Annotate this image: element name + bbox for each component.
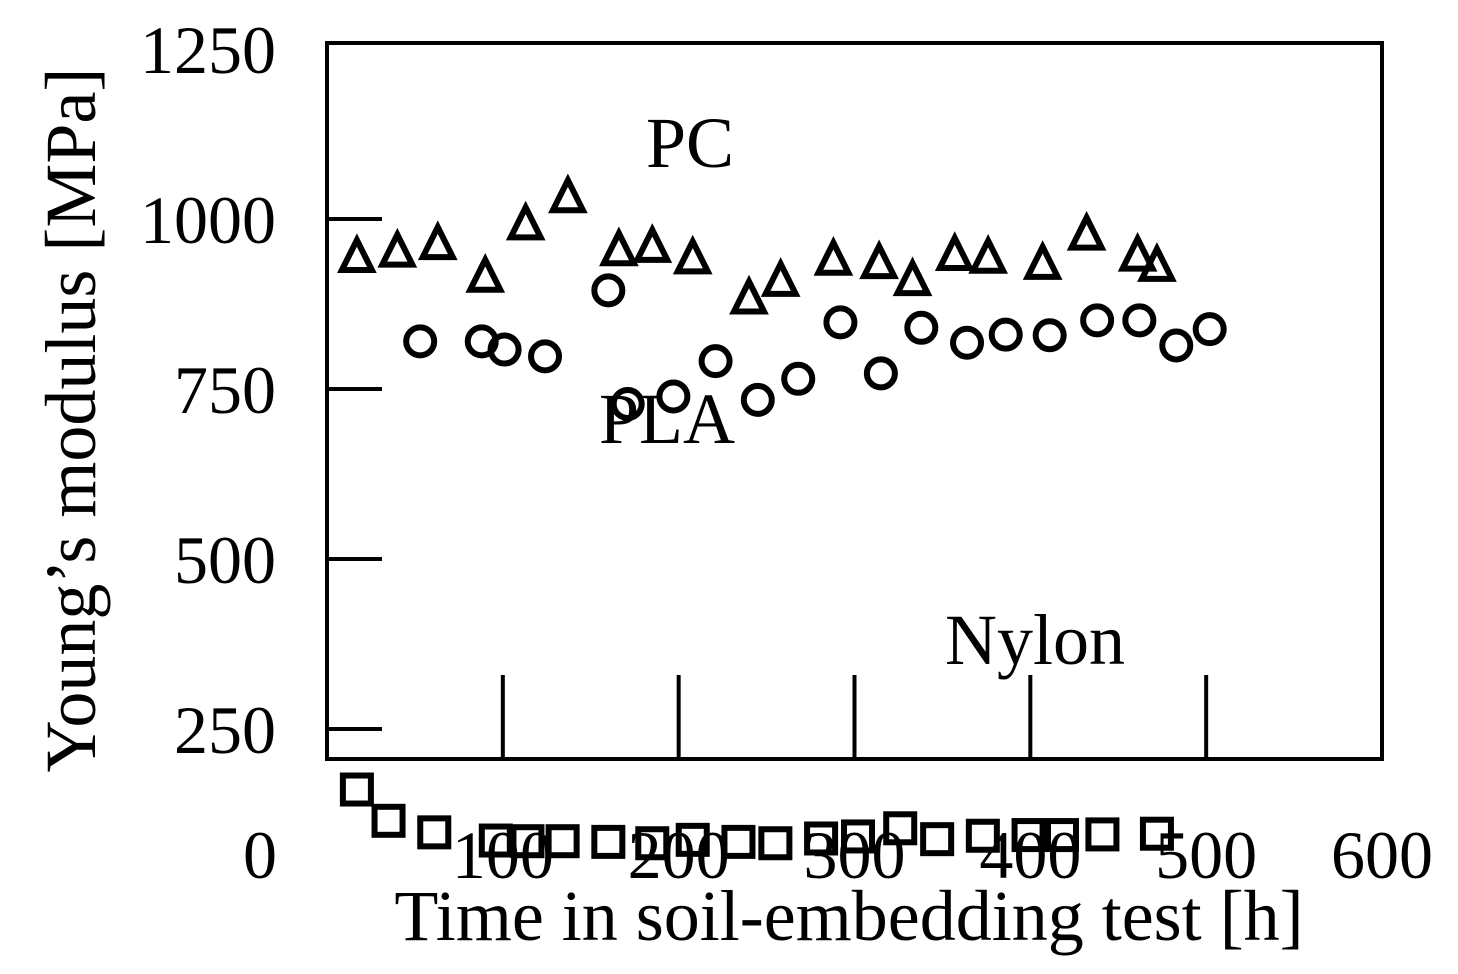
data-point-pla: [740, 382, 775, 417]
data-point-nylon: [758, 826, 793, 861]
y-tick-label: 1250: [140, 12, 276, 88]
data-point-nylon: [417, 815, 452, 850]
data-point-pc: [505, 200, 546, 241]
data-point-pla: [1080, 303, 1115, 338]
data-point-nylon: [371, 803, 406, 838]
data-points: [337, 173, 1227, 861]
data-point-nylon: [841, 819, 876, 854]
series-label-nylon: Nylon: [945, 600, 1125, 680]
data-point-nylon: [339, 772, 374, 807]
data-point-pc: [465, 253, 506, 293]
y-tick-labels: 250 500 750 1000 1250: [140, 12, 276, 768]
data-point-nylon: [804, 821, 839, 856]
data-point-pla: [1032, 318, 1067, 353]
data-point-pc: [934, 231, 975, 271]
data-point-pla: [950, 325, 985, 360]
data-point-pc: [337, 233, 377, 274]
data-point-pc: [968, 234, 1008, 274]
data-point-nylon: [883, 811, 918, 846]
series-label-pc: PC: [646, 103, 734, 183]
y-axis-label: Young’s modulus [MPa]: [31, 68, 111, 773]
series-label-pla: PLA: [599, 379, 735, 459]
data-point-pla: [988, 317, 1023, 352]
data-point-pc: [632, 223, 673, 263]
data-point-pc: [1117, 231, 1158, 272]
data-point-pc: [417, 220, 458, 261]
data-point-pla: [1122, 303, 1157, 338]
y-tick-marks: [327, 217, 382, 731]
data-point-nylon: [1085, 817, 1120, 852]
y-tick-label: 1000: [140, 182, 276, 258]
data-point-pc: [1137, 242, 1177, 282]
data-point-pc: [548, 173, 588, 214]
data-point-nylon: [510, 824, 545, 859]
data-point-pla: [528, 339, 563, 374]
data-point-nylon: [920, 822, 955, 857]
data-point-pc: [760, 257, 801, 297]
x-tick-marks: [500, 675, 1209, 759]
y-tick-label: 750: [174, 352, 276, 428]
data-point-nylon: [1044, 818, 1079, 853]
data-point-pla: [656, 379, 691, 414]
data-point-pc: [599, 226, 639, 267]
data-point-pla: [1159, 328, 1194, 363]
data-point-nylon: [478, 823, 513, 858]
data-point-nylon: [545, 824, 580, 859]
y-tick-label: 250: [174, 692, 276, 768]
data-point-pc: [729, 274, 769, 315]
data-point-pc: [672, 234, 713, 275]
data-point-pla: [823, 305, 858, 340]
data-point-nylon: [965, 818, 1000, 853]
data-point-pla: [1192, 312, 1227, 347]
plot-frame: [325, 41, 1384, 761]
data-point-nylon: [721, 824, 756, 859]
data-point-pla: [403, 324, 438, 359]
data-point-nylon: [1139, 816, 1174, 851]
x-tick-label: 0: [243, 817, 277, 893]
data-point-pc: [859, 239, 899, 280]
x-tick-label: 600: [1331, 817, 1433, 893]
data-point-nylon: [675, 822, 710, 857]
data-point-pla: [863, 356, 898, 391]
data-point-pc: [892, 256, 933, 297]
x-axis-label: Time in soil-embedding test [h]: [394, 876, 1303, 956]
data-point-pla: [781, 361, 816, 396]
data-point-pc: [813, 236, 854, 276]
data-point-nylon: [635, 826, 670, 861]
data-point-pla: [904, 310, 939, 345]
data-point-pla: [591, 273, 626, 308]
data-point-pla: [698, 344, 733, 379]
data-point-pc: [1066, 210, 1107, 251]
data-point-pla: [610, 386, 645, 421]
y-tick-label: 500: [174, 522, 276, 598]
data-point-pc: [377, 227, 418, 268]
data-point-nylon: [1011, 818, 1046, 853]
data-point-pla: [487, 332, 522, 367]
data-point-pc: [1022, 240, 1063, 280]
data-point-nylon: [591, 824, 626, 859]
